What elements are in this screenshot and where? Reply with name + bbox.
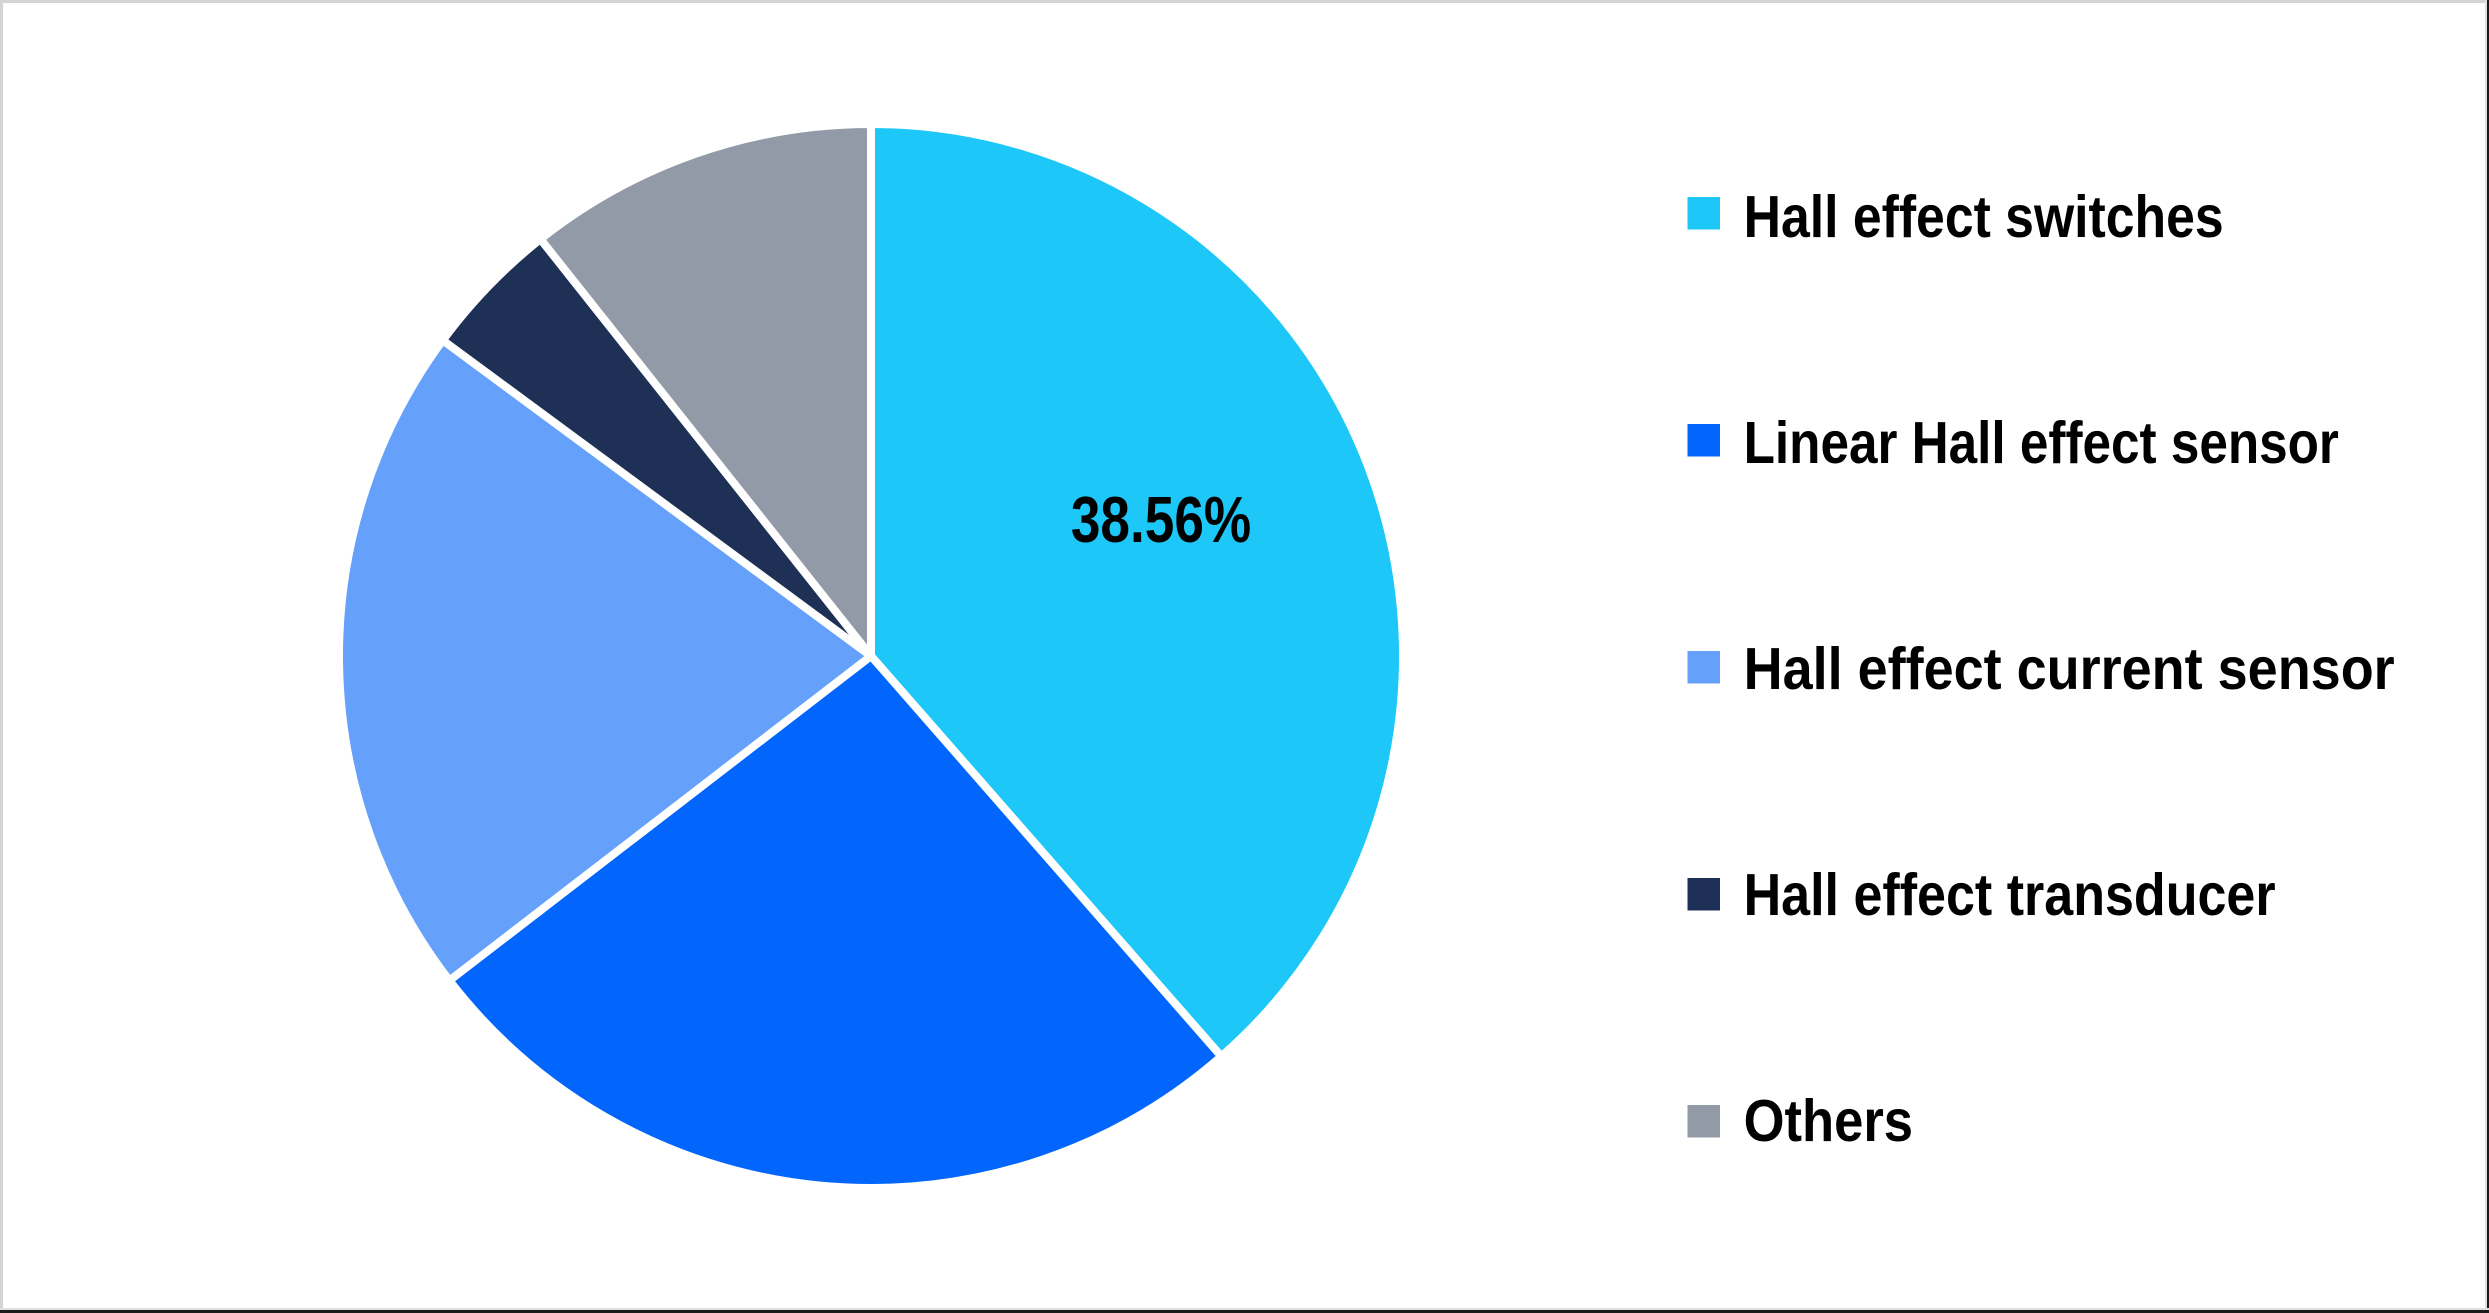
svg-text:38.56%: 38.56% [1071, 483, 1251, 556]
svg-text:Hall effect current sensor: Hall effect current sensor [1744, 637, 2395, 703]
svg-text:Linear Hall effect sensor: Linear Hall effect sensor [1744, 409, 2339, 475]
svg-text:Hall effect switches: Hall effect switches [1744, 183, 2224, 250]
svg-text:Hall effect transducer: Hall effect transducer [1744, 861, 2276, 928]
svg-text:Others: Others [1744, 1087, 1913, 1154]
